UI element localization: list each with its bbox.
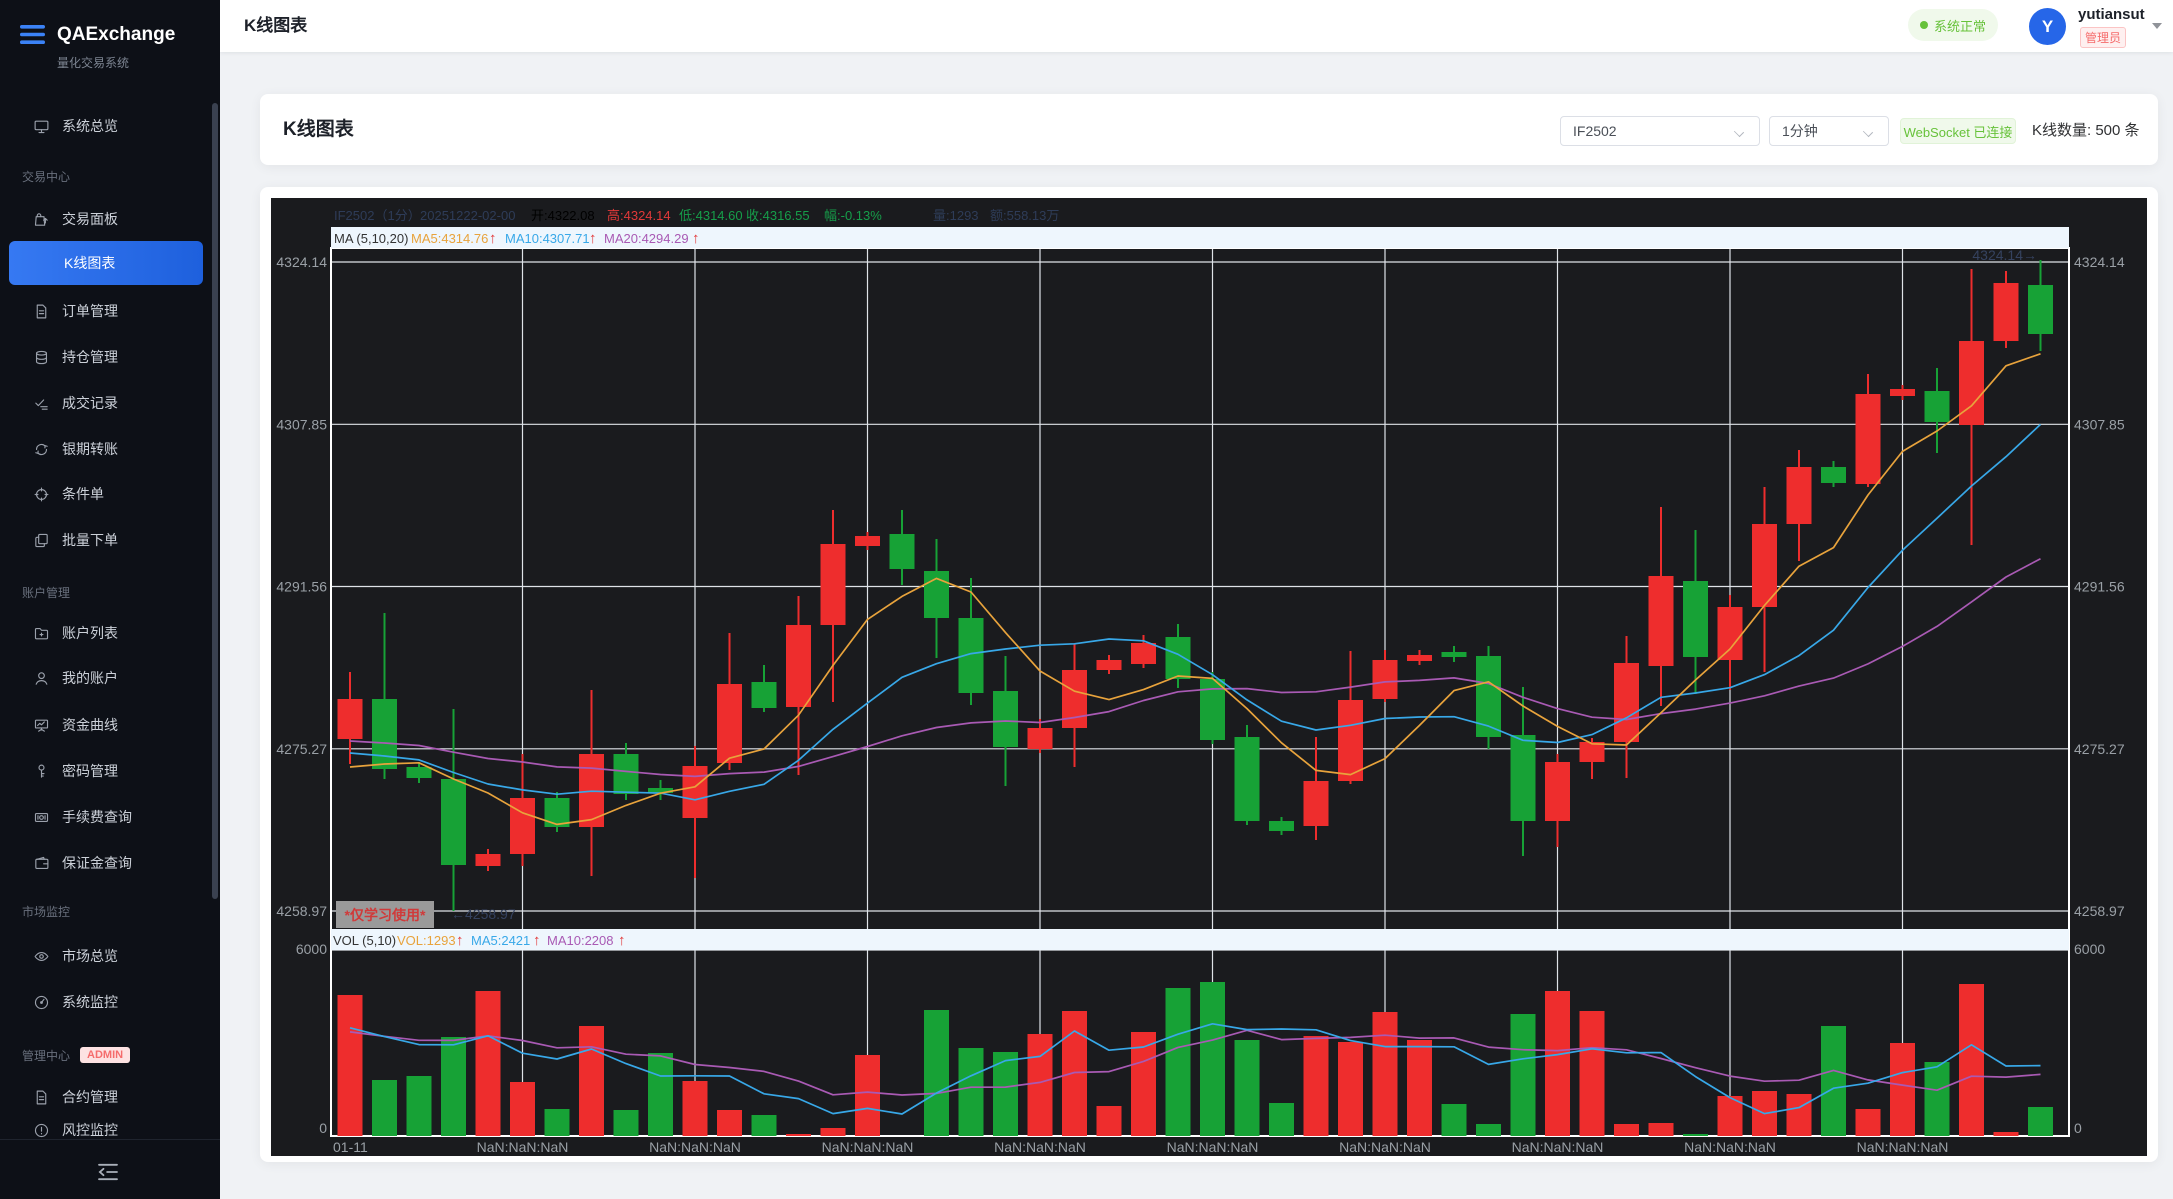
- svg-text:↑: ↑: [533, 932, 541, 949]
- svg-text:6000: 6000: [2074, 941, 2105, 957]
- svg-text:4324.14: 4324.14: [2074, 254, 2125, 270]
- svg-text:MA10:2208: MA10:2208: [547, 933, 614, 948]
- svg-text:NaN:NaN:NaN: NaN:NaN:NaN: [477, 1139, 569, 1155]
- svg-text:低:4314.60: 低:4314.60: [679, 208, 743, 223]
- svg-text:NaN:NaN:NaN: NaN:NaN:NaN: [994, 1139, 1086, 1155]
- svg-text:MA20:4294.29: MA20:4294.29: [604, 231, 689, 246]
- svg-text:VOL (5,10): VOL (5,10): [333, 933, 396, 948]
- svg-text:20251222-02-00: 20251222-02-00: [420, 208, 515, 223]
- svg-text:4307.85: 4307.85: [2074, 416, 2125, 432]
- svg-text:NaN:NaN:NaN: NaN:NaN:NaN: [1684, 1139, 1776, 1155]
- svg-text:↑: ↑: [489, 230, 497, 247]
- svg-text:额:558.13万: 额:558.13万: [990, 208, 1059, 223]
- svg-text:4275.27: 4275.27: [276, 741, 327, 757]
- svg-text:IF2502（1分）: IF2502（1分）: [334, 208, 421, 223]
- svg-text:4258.97: 4258.97: [2074, 903, 2125, 919]
- svg-text:NaN:NaN:NaN: NaN:NaN:NaN: [649, 1139, 741, 1155]
- svg-text:NaN:NaN:NaN: NaN:NaN:NaN: [1857, 1139, 1949, 1155]
- svg-text:01-11: 01-11: [333, 1139, 368, 1155]
- svg-text:↑: ↑: [456, 932, 464, 949]
- svg-text:NaN:NaN:NaN: NaN:NaN:NaN: [1512, 1139, 1604, 1155]
- svg-text:收:4316.55: 收:4316.55: [746, 208, 810, 223]
- svg-text:开:4322.08: 开:4322.08: [531, 208, 595, 223]
- svg-text:4291.56: 4291.56: [2074, 579, 2125, 595]
- svg-text:*仅学习使用*: *仅学习使用*: [345, 907, 426, 923]
- svg-text:↑: ↑: [618, 932, 626, 949]
- svg-text:4258.97: 4258.97: [276, 903, 327, 919]
- svg-text:4324.14: 4324.14: [276, 254, 327, 270]
- svg-text:MA5:2421: MA5:2421: [471, 933, 530, 948]
- svg-text:NaN:NaN:NaN: NaN:NaN:NaN: [822, 1139, 914, 1155]
- svg-text:↑: ↑: [692, 230, 700, 247]
- svg-text:6000: 6000: [296, 941, 327, 957]
- svg-text:4291.56: 4291.56: [276, 579, 327, 595]
- svg-text:4324.14→: 4324.14→: [1972, 247, 2037, 263]
- svg-text:MA10:4307.71: MA10:4307.71: [505, 231, 590, 246]
- svg-text:4307.85: 4307.85: [276, 416, 327, 432]
- svg-text:NaN:NaN:NaN: NaN:NaN:NaN: [1167, 1139, 1259, 1155]
- svg-text:↑: ↑: [589, 230, 597, 247]
- svg-text:MA (5,10,20): MA (5,10,20): [334, 231, 408, 246]
- svg-text:量:1293: 量:1293: [933, 208, 979, 223]
- svg-text:VOL:1293: VOL:1293: [397, 933, 456, 948]
- svg-text:高:4324.14: 高:4324.14: [607, 208, 671, 223]
- svg-text:幅:-0.13%: 幅:-0.13%: [824, 208, 882, 223]
- svg-text:←4258.97: ←4258.97: [451, 906, 516, 922]
- svg-text:0: 0: [319, 1120, 327, 1136]
- svg-text:NaN:NaN:NaN: NaN:NaN:NaN: [1339, 1139, 1431, 1155]
- svg-text:MA5:4314.76: MA5:4314.76: [411, 231, 488, 246]
- svg-text:4275.27: 4275.27: [2074, 741, 2125, 757]
- svg-text:0: 0: [2074, 1120, 2082, 1136]
